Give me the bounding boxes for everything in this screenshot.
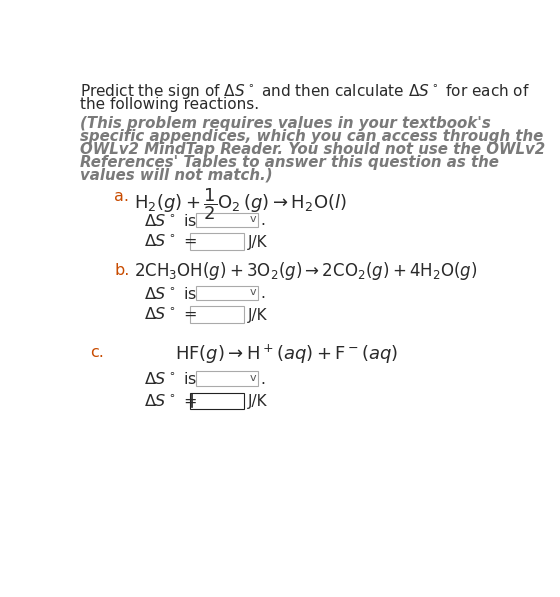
Text: b.: b.: [114, 263, 129, 278]
FancyBboxPatch shape: [197, 286, 258, 300]
Text: $\Delta S^\circ$ =: $\Delta S^\circ$ =: [143, 306, 197, 322]
Text: J/K: J/K: [248, 394, 268, 410]
Text: Predict the sign of $\Delta S^\circ$ and then calculate $\Delta S^\circ$ for eac: Predict the sign of $\Delta S^\circ$ and…: [80, 82, 530, 101]
Text: $\mathrm{2CH_3OH}(g) + \mathrm{3O_2}(g) \rightarrow \mathrm{2CO_2}(g) + \mathrm{: $\mathrm{2CH_3OH}(g) + \mathrm{3O_2}(g) …: [133, 260, 477, 282]
FancyBboxPatch shape: [190, 306, 244, 322]
FancyBboxPatch shape: [190, 393, 244, 409]
Text: .: .: [260, 287, 265, 301]
Text: J/K: J/K: [248, 235, 268, 250]
Text: v: v: [250, 287, 256, 297]
Text: $\Delta S^\circ$ =: $\Delta S^\circ$ =: [143, 393, 197, 409]
Text: $\Delta S^\circ$ is: $\Delta S^\circ$ is: [143, 213, 197, 229]
Text: $\Delta S^\circ$ =: $\Delta S^\circ$ =: [143, 233, 197, 250]
Text: specific appendices, which you can access through the: specific appendices, which you can acces…: [80, 128, 543, 144]
Text: a.: a.: [114, 189, 129, 204]
FancyBboxPatch shape: [197, 371, 258, 386]
Text: J/K: J/K: [248, 308, 268, 323]
FancyBboxPatch shape: [190, 233, 244, 250]
Text: the following reactions.: the following reactions.: [80, 97, 259, 112]
Text: (This problem requires values in your textbook's: (This problem requires values in your te…: [80, 116, 491, 131]
Text: $\Delta S^\circ$ is: $\Delta S^\circ$ is: [143, 371, 197, 387]
Text: c.: c.: [90, 345, 104, 360]
Text: v: v: [250, 373, 256, 383]
Text: $\mathrm{HF}(g) \rightarrow \mathrm{H^+}(aq) + \mathrm{F^-}(aq)$: $\mathrm{HF}(g) \rightarrow \mathrm{H^+}…: [175, 343, 398, 366]
Text: OWLv2 MindTap Reader. You should not use the OWLv2: OWLv2 MindTap Reader. You should not use…: [80, 141, 545, 156]
Text: v: v: [250, 214, 256, 224]
Text: .: .: [260, 372, 265, 387]
FancyBboxPatch shape: [197, 213, 258, 227]
Text: values will not match.): values will not match.): [80, 168, 273, 183]
Text: $\mathrm{H_2}(g) + \dfrac{1}{2}\mathrm{O_{2}}\,(g) \rightarrow \mathrm{H_2O}(\ma: $\mathrm{H_2}(g) + \dfrac{1}{2}\mathrm{O…: [133, 186, 346, 222]
Text: References' Tables to answer this question as the: References' Tables to answer this questi…: [80, 155, 499, 170]
Text: $\Delta S^\circ$ is: $\Delta S^\circ$ is: [143, 286, 197, 301]
Text: .: .: [260, 213, 265, 228]
